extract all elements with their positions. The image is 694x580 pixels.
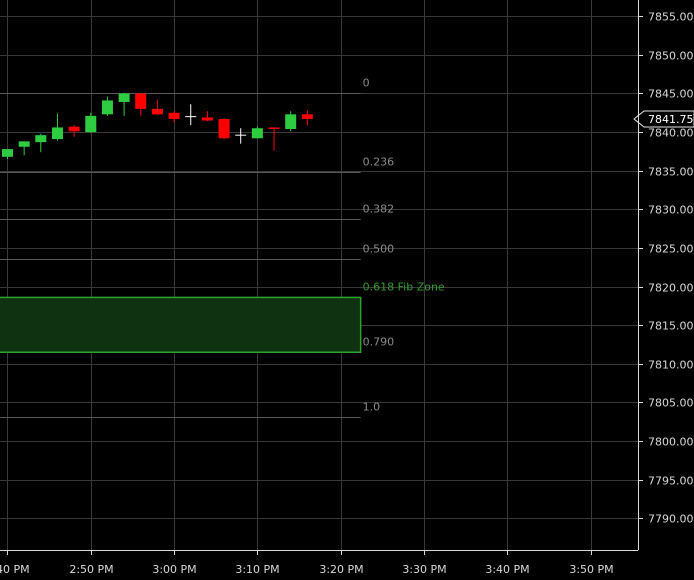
fib-level-label: 0.382 xyxy=(363,203,395,216)
candle-body xyxy=(51,127,63,140)
candle-body xyxy=(251,128,263,139)
fib-level-label: 0.500 xyxy=(363,243,395,256)
candle-body xyxy=(118,93,130,102)
y-tick-label: 7855.00 xyxy=(648,11,694,24)
y-tick-label: 7835.00 xyxy=(648,166,694,179)
x-tick-label: 3:20 PM xyxy=(319,563,363,576)
x-tick-label: 3:00 PM xyxy=(152,563,196,576)
candles xyxy=(1,92,313,160)
fib-levels: 0 0.236 0.382 0.500 0.790 1.0 xyxy=(0,77,394,418)
candle-body xyxy=(1,149,13,157)
fib-zone-rect xyxy=(0,296,362,353)
y-tick-label: 7840.00 xyxy=(648,127,694,140)
current-price-label: 7841.75 xyxy=(648,113,694,126)
grid xyxy=(0,0,638,550)
y-tick-label: 7805.00 xyxy=(648,397,694,410)
y-tick-label: 7800.00 xyxy=(648,436,694,449)
candle-body xyxy=(68,126,80,132)
candle-body xyxy=(301,114,313,119)
x-tick-label: 2:50 PM xyxy=(69,563,113,576)
fib-zone-label: 0.618 Fib Zone xyxy=(363,280,445,293)
candle-body xyxy=(85,115,97,133)
x-tick-label: 3:40 PM xyxy=(485,563,529,576)
fib-zone: 0.618 Fib Zone xyxy=(0,280,445,353)
candle-body xyxy=(18,141,30,147)
y-tick-label: 7790.00 xyxy=(648,513,694,526)
candle-body xyxy=(151,108,163,115)
candle-body xyxy=(218,118,230,139)
x-tick-label: 2:40 PM xyxy=(0,563,30,576)
candle-body xyxy=(201,117,213,121)
candle-body xyxy=(268,127,280,130)
candle-body xyxy=(35,135,47,143)
candle-body xyxy=(101,100,113,115)
y-tick-label: 7830.00 xyxy=(648,204,694,217)
y-tick-label: 7795.00 xyxy=(648,475,694,488)
x-tick-label: 3:10 PM xyxy=(235,563,279,576)
fib-level-label: 1.0 xyxy=(363,401,381,414)
y-tick-label: 7825.00 xyxy=(648,243,694,256)
candle-body xyxy=(285,114,297,130)
candle-body xyxy=(135,93,147,109)
y-tick-label: 7820.00 xyxy=(648,282,694,295)
y-tick-label: 7810.00 xyxy=(648,359,694,372)
y-tick-label: 7815.00 xyxy=(648,320,694,333)
x-tick-label: 3:30 PM xyxy=(402,563,446,576)
x-tick-label: 3:50 PM xyxy=(569,563,613,576)
fib-level-label: 0 xyxy=(363,77,370,90)
y-tick-label: 7845.00 xyxy=(648,88,694,101)
fib-level-label: 0.236 xyxy=(363,156,395,169)
candle-body xyxy=(168,112,180,119)
current-price-marker xyxy=(633,110,694,128)
fib-level-label: 0.790 xyxy=(363,336,395,349)
y-tick-label: 7850.00 xyxy=(648,50,694,63)
